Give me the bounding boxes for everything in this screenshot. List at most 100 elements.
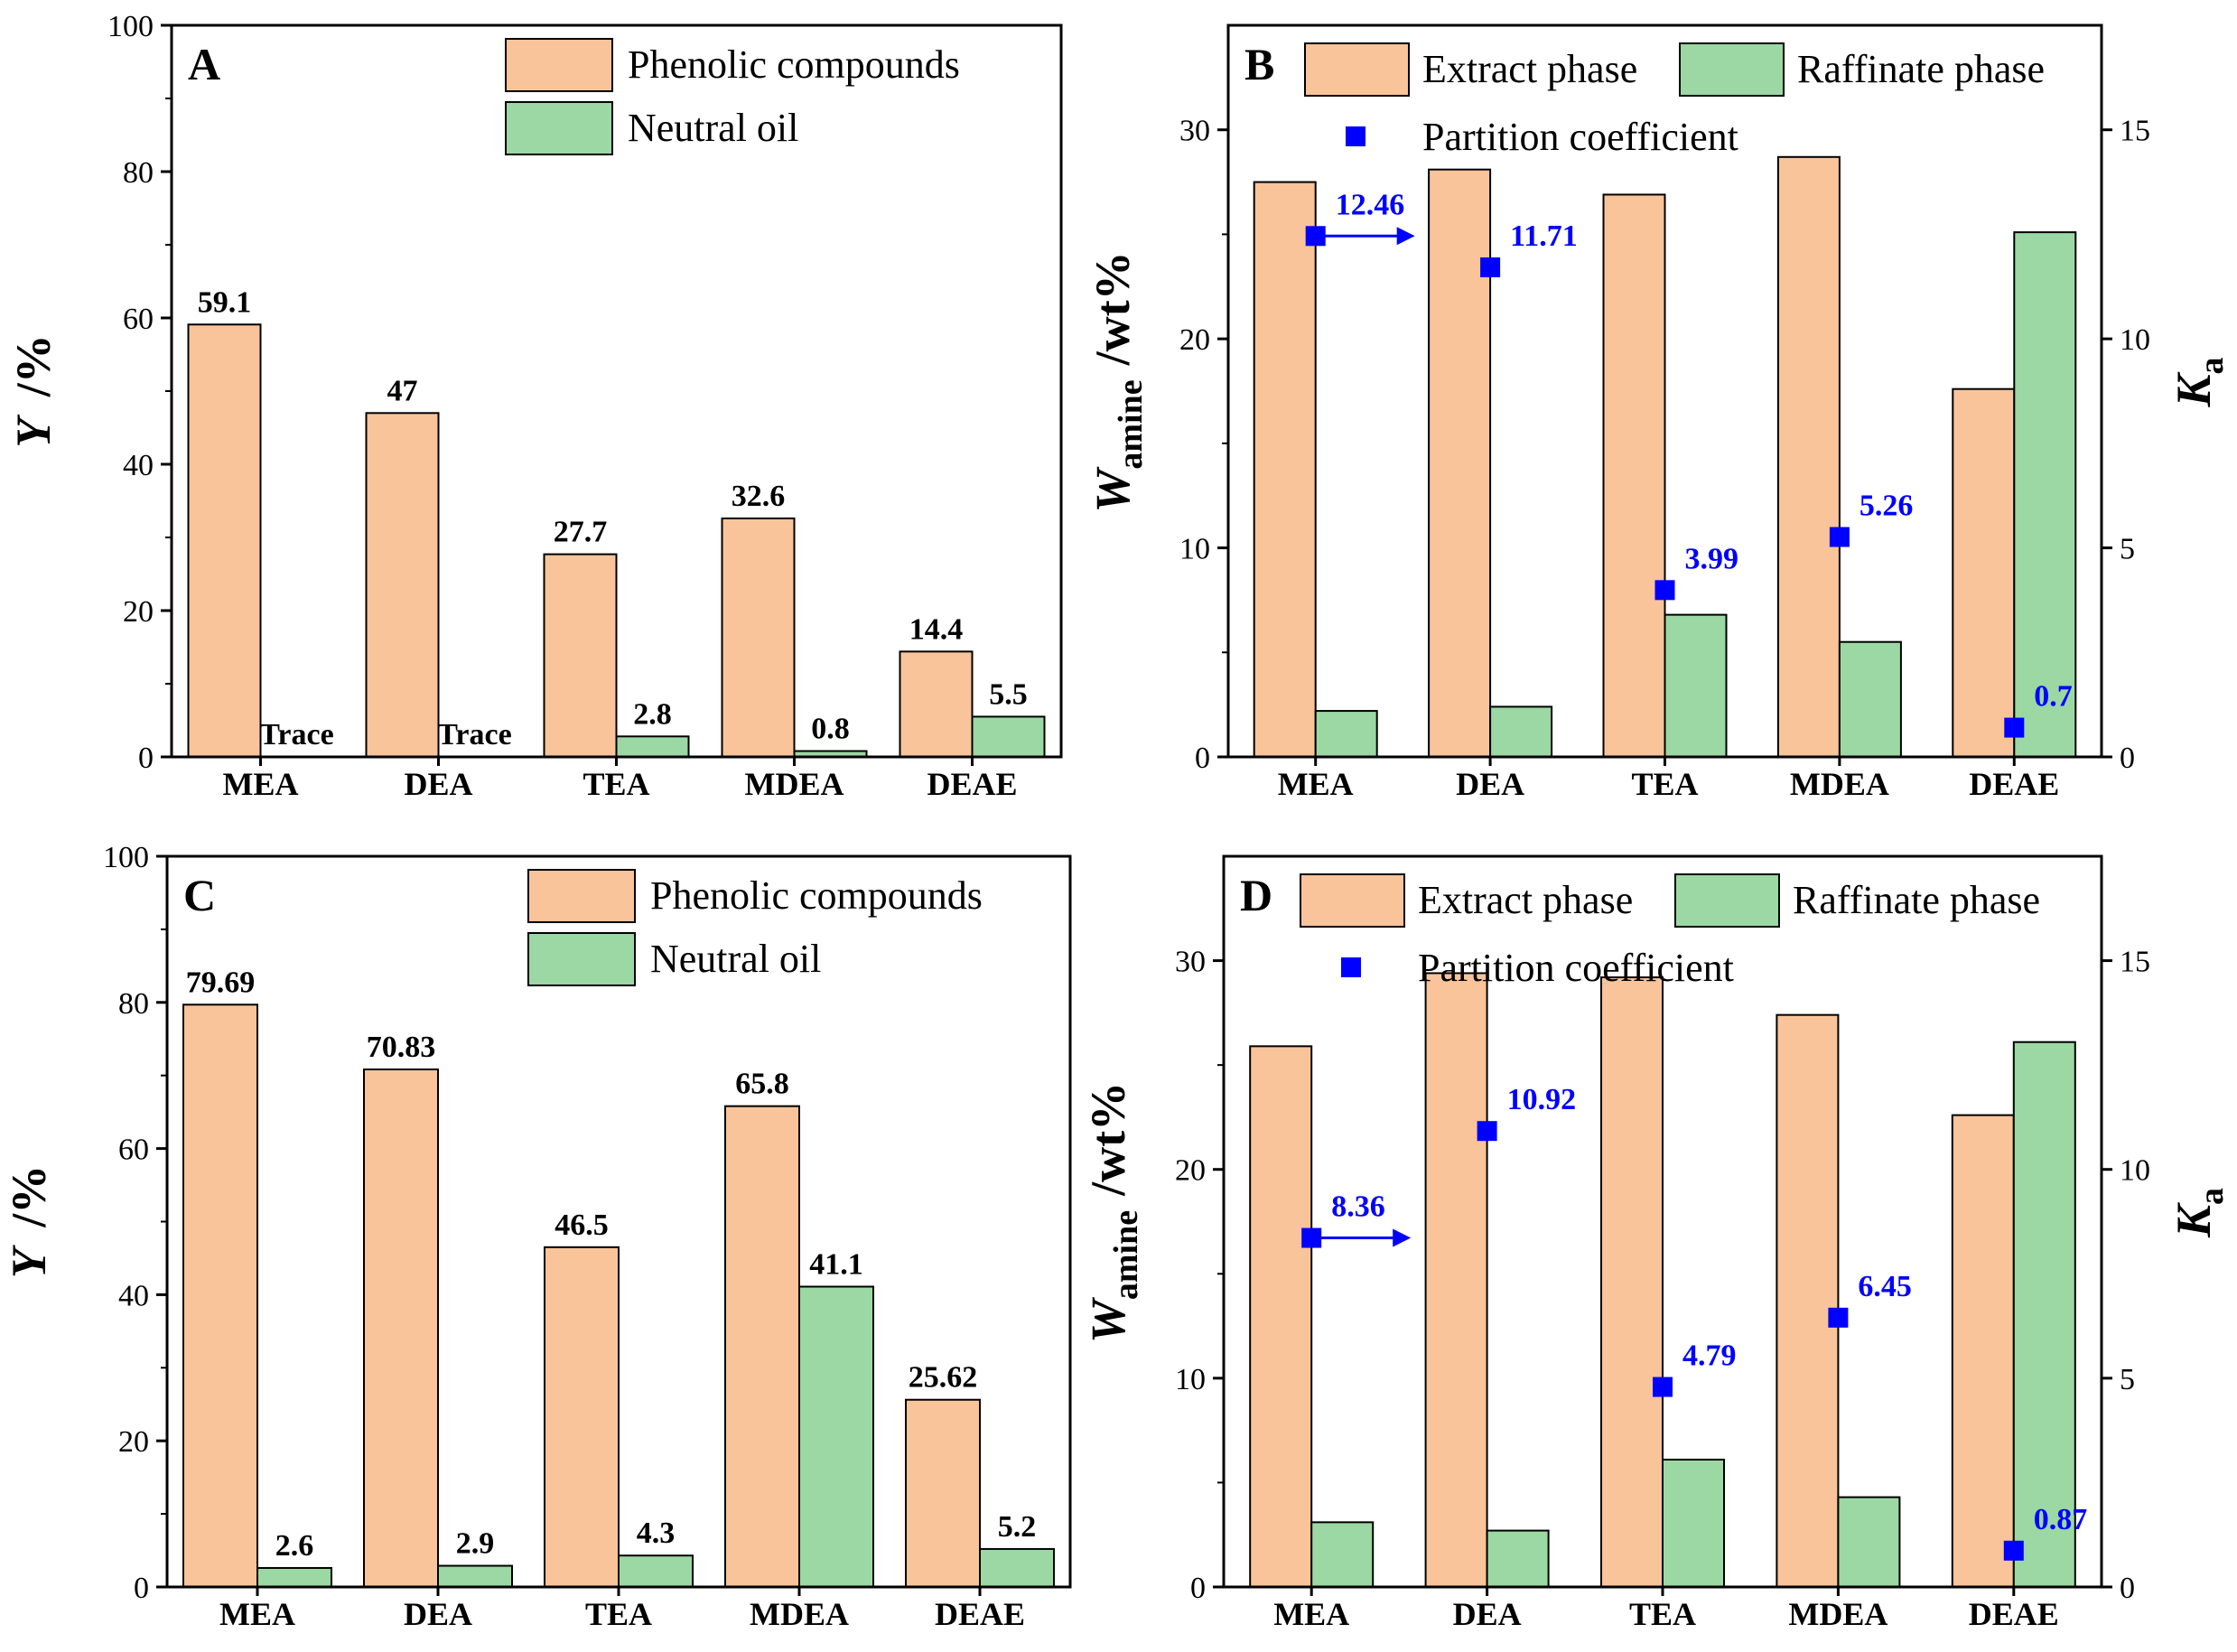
data-label: 2.9 — [456, 1527, 495, 1561]
y2-tick-label: 5 — [2120, 533, 2135, 566]
bar-c-s1-dea — [363, 1068, 439, 1589]
y2-tick-label: 5 — [2120, 1363, 2135, 1396]
data-label: 2.8 — [633, 697, 672, 731]
category-label: TEA — [1631, 766, 1698, 802]
legend-marker-partition — [1346, 126, 1366, 146]
data-label: Trace — [259, 718, 333, 751]
data-label: 47 — [387, 374, 418, 407]
y-tick-label: 30 — [1175, 946, 1206, 979]
data-label: 70.83 — [367, 1031, 436, 1064]
partition-coefficient-label: 3.99 — [1685, 542, 1739, 575]
bar-b-s2-mdea — [1838, 640, 1902, 759]
category-label: DEAE — [935, 1596, 1025, 1632]
category-label: MEA — [1278, 766, 1354, 802]
bar-a-s2-tea — [615, 735, 690, 759]
category-label: TEA — [1629, 1596, 1696, 1632]
legend-swatch-extract — [1304, 42, 1410, 97]
partition-coefficient-marker — [2004, 717, 2025, 738]
bar-d-s2-tea — [1662, 1459, 1725, 1588]
bar-c-s2-deae — [979, 1547, 1055, 1589]
y2-tick-label: 10 — [2120, 1154, 2150, 1188]
legend: Phenolic compounds Neutral oil — [527, 869, 983, 986]
data-label: Trace — [437, 718, 511, 751]
y-tick-label: 20 — [1175, 1154, 1206, 1188]
panel-b: 12.46 11.71 3.99 5.26 0.7 0 10 20 30 0 5 10 15 MEA DEA… — [1086, 23, 2231, 802]
arrow-head-icon — [1393, 1228, 1412, 1247]
bar-b-s2-tea — [1664, 613, 1728, 759]
bar-a-s1-mdea — [721, 517, 796, 758]
y-tick-label: 20 — [1179, 323, 1210, 357]
data-label: 0.8 — [811, 713, 850, 746]
bar-c-s1-tea — [544, 1246, 620, 1588]
bar-c-s2-dea — [437, 1564, 513, 1588]
bar-b-s1-deae — [1952, 387, 2016, 758]
y-tick-label: 10 — [1175, 1363, 1206, 1396]
y2-tick-label: 0 — [2120, 1572, 2135, 1605]
category-label: DEA — [404, 766, 472, 802]
category-label: MDEA — [745, 766, 844, 802]
y-tick-label: 0 — [1195, 742, 1210, 775]
y-tick-label: 20 — [123, 595, 154, 629]
y-tick-label: 0 — [138, 742, 154, 775]
legend-swatch-raffinate — [1674, 873, 1780, 928]
data-label: 14.4 — [909, 612, 964, 646]
partition-coefficient-marker — [1828, 1307, 1849, 1328]
category-label: DEAE — [927, 766, 1017, 802]
legend-marker-partition — [1341, 957, 1361, 977]
bar-b-s1-mdea — [1776, 155, 1841, 759]
bar-b-s2-deae — [2013, 231, 2077, 759]
bar-d-s2-mea — [1310, 1521, 1375, 1588]
bar-b-s2-mea — [1314, 710, 1378, 758]
legend-label: Raffinate phase — [1793, 878, 2040, 922]
y-tick-label: 80 — [118, 987, 149, 1021]
legend: Phenolic compounds Neutral oil — [505, 38, 960, 155]
y-tick-label: 0 — [1190, 1572, 1206, 1605]
partition-coefficient-marker — [1654, 580, 1675, 601]
bar-c-s1-mea — [182, 1003, 258, 1588]
partition-coefficient-marker — [1653, 1377, 1673, 1397]
data-label: 27.7 — [554, 516, 608, 549]
data-label: 41.1 — [809, 1248, 863, 1282]
category-label: DEA — [1456, 766, 1524, 802]
bar-b-s1-tea — [1602, 193, 1666, 758]
legend-label: Phenolic compounds — [650, 873, 983, 918]
legend-label: Partition coefficient — [1418, 946, 1734, 990]
y2-tick-label: 0 — [2120, 742, 2135, 775]
legend-label: Neutral oil — [628, 106, 798, 150]
y-tick-label: 30 — [1179, 115, 1210, 148]
partition-coefficient-label: 5.26 — [1860, 490, 1914, 523]
bar-c-s1-deae — [905, 1398, 981, 1589]
legend: Extract phase Raffinate phase Partition co… — [1304, 42, 2045, 159]
partition-coefficient-marker — [1480, 257, 1501, 277]
bar-d-s1-mea — [1249, 1045, 1313, 1588]
category-label: MEA — [1273, 1596, 1349, 1632]
bar-d-s1-deae — [1951, 1114, 2015, 1589]
y2-axis-title: Ka — [2167, 357, 2231, 407]
bar-c-s2-mea — [256, 1566, 332, 1588]
partition-coefficient-label: 10.92 — [1507, 1083, 1577, 1116]
data-label: 59.1 — [198, 285, 252, 319]
partition-coefficient-label: 6.45 — [1858, 1270, 1912, 1303]
data-label: 2.6 — [275, 1529, 314, 1563]
legend-swatch-neutral — [527, 932, 636, 986]
legend-swatch-raffinate — [1679, 42, 1785, 97]
legend-swatch-neutral — [505, 101, 613, 155]
category-label: MDEA — [750, 1596, 849, 1632]
y-tick-label: 20 — [118, 1425, 149, 1459]
legend-label: Neutral oil — [650, 937, 821, 981]
partition-coefficient-label: 0.87 — [2034, 1503, 2088, 1536]
partition-coefficient-label: 11.71 — [1510, 219, 1578, 253]
panel-letter: D — [1240, 870, 1272, 920]
panel-letter: A — [188, 39, 220, 89]
bar-b-s2-dea — [1489, 705, 1553, 759]
y2-tick-label: 15 — [2120, 946, 2150, 979]
bar-d-s1-mdea — [1776, 1013, 1840, 1588]
legend-swatch-extract — [1300, 873, 1405, 928]
partition-coefficient-label: 12.46 — [1336, 188, 1405, 221]
category-label: DEAE — [1969, 1596, 2059, 1632]
y-tick-label: 60 — [123, 303, 154, 336]
partition-coefficient-marker — [1477, 1121, 1497, 1142]
partition-coefficient-label: 8.36 — [1331, 1190, 1385, 1224]
legend-label: Partition coefficient — [1422, 115, 1738, 159]
panel-c: 79.69 70.83 46.5 65.8 25.62 2.6 2.9 4.3 41.1 5.2 0… — [2, 841, 1072, 1632]
